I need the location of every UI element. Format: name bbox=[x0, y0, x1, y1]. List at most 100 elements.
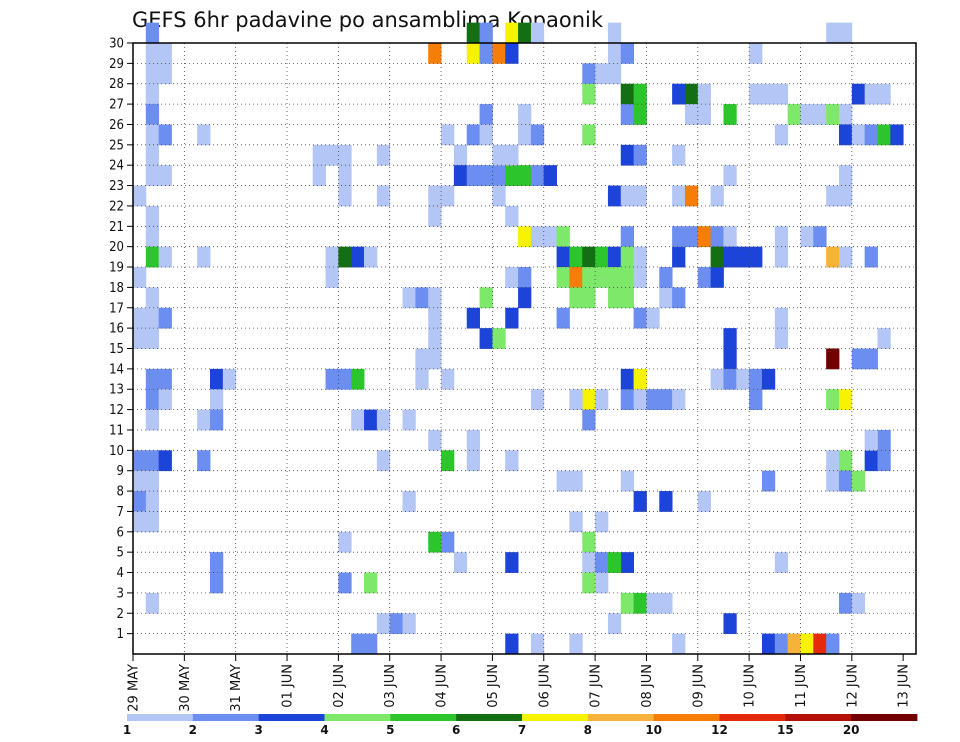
data-cell bbox=[697, 83, 712, 105]
data-cell bbox=[376, 450, 391, 472]
data-cell bbox=[864, 83, 878, 105]
data-cell bbox=[890, 124, 904, 146]
data-cell bbox=[210, 552, 224, 573]
data-cell bbox=[697, 226, 712, 248]
data-cell bbox=[518, 124, 532, 146]
data-cell bbox=[325, 246, 339, 268]
colorbar-segment bbox=[324, 714, 391, 721]
colorbar-tick-label: 20 bbox=[843, 723, 860, 737]
colorbar-segment bbox=[390, 714, 457, 721]
data-cell bbox=[402, 491, 416, 512]
data-cell bbox=[672, 226, 686, 248]
data-cell bbox=[672, 83, 686, 105]
data-cell bbox=[723, 226, 737, 248]
data-cell bbox=[607, 267, 622, 288]
data-cell bbox=[723, 613, 737, 635]
data-cell bbox=[158, 450, 172, 472]
data-cell bbox=[684, 83, 699, 105]
data-cell bbox=[672, 185, 686, 207]
data-cell bbox=[723, 246, 737, 268]
data-cell bbox=[133, 307, 147, 329]
data-cell bbox=[684, 226, 699, 248]
colorbar: 1 2 3 4 5 6 7 8 10 12 15 20 bbox=[123, 714, 918, 737]
y-tick-label: 26 bbox=[109, 118, 124, 133]
data-cell bbox=[364, 246, 378, 268]
data-cell bbox=[338, 165, 352, 186]
data-cell bbox=[864, 246, 878, 268]
data-cell bbox=[838, 246, 853, 268]
data-cell bbox=[158, 165, 172, 186]
data-cell bbox=[145, 511, 160, 533]
data-cell bbox=[338, 368, 352, 390]
data-cell bbox=[158, 368, 172, 390]
data-cell bbox=[851, 592, 866, 614]
data-cell bbox=[466, 43, 480, 64]
data-cell bbox=[582, 124, 596, 146]
data-cell bbox=[453, 144, 468, 166]
colorbar-tick-label: 3 bbox=[254, 723, 262, 737]
y-tick-label: 2 bbox=[117, 607, 124, 622]
data-cell bbox=[518, 226, 532, 248]
data-cell bbox=[607, 43, 622, 64]
data-cell bbox=[197, 450, 211, 472]
y-tick-label: 9 bbox=[117, 464, 124, 479]
data-cell bbox=[210, 368, 224, 390]
data-cell bbox=[697, 491, 712, 512]
x-tick-label: 31 MAY bbox=[229, 664, 244, 712]
data-cell bbox=[505, 552, 519, 573]
colorbar-tick-label: 1 bbox=[123, 723, 131, 737]
colorbar-segment bbox=[258, 714, 325, 721]
y-axis-ticks: 1234567891011121314151617181920212223242… bbox=[109, 37, 133, 642]
data-cell bbox=[774, 124, 789, 146]
data-cell bbox=[620, 287, 635, 309]
data-cell bbox=[325, 144, 339, 166]
data-cell bbox=[646, 389, 660, 410]
data-cell bbox=[774, 246, 789, 268]
x-tick-label: 13 JUN bbox=[897, 664, 912, 708]
data-cell bbox=[518, 287, 532, 309]
x-tick-label: 07 JUN bbox=[589, 664, 604, 708]
data-cell bbox=[851, 124, 866, 146]
data-cell bbox=[595, 63, 609, 85]
data-cell bbox=[749, 43, 763, 64]
data-cell bbox=[530, 165, 545, 186]
data-cell bbox=[774, 307, 789, 329]
data-cell bbox=[851, 470, 866, 492]
data-cell bbox=[145, 389, 160, 410]
data-cell bbox=[312, 165, 326, 186]
data-cell bbox=[338, 572, 352, 594]
data-cell bbox=[133, 511, 147, 533]
data-cell bbox=[402, 287, 416, 309]
data-cell bbox=[595, 511, 609, 533]
data-cell bbox=[530, 226, 545, 248]
data-cell bbox=[620, 226, 635, 248]
data-cell bbox=[620, 368, 635, 390]
data-cell bbox=[826, 22, 840, 44]
data-cell bbox=[556, 470, 570, 492]
data-cell bbox=[441, 531, 455, 553]
data-cell bbox=[607, 185, 622, 207]
data-cell bbox=[633, 267, 647, 288]
data-cell bbox=[761, 368, 776, 390]
data-cell bbox=[441, 368, 455, 390]
data-cell bbox=[197, 246, 211, 268]
x-tick-label: 09 JUN bbox=[691, 664, 706, 708]
data-cell bbox=[505, 43, 519, 64]
data-cell bbox=[697, 267, 712, 288]
data-cell bbox=[145, 104, 160, 125]
data-cell bbox=[620, 185, 635, 207]
data-cell bbox=[659, 389, 673, 410]
data-cell bbox=[479, 165, 493, 186]
data-cell bbox=[813, 633, 827, 655]
data-cell bbox=[659, 287, 673, 309]
data-cell bbox=[325, 368, 339, 390]
y-tick-label: 24 bbox=[109, 159, 124, 174]
data-cell bbox=[158, 43, 172, 64]
data-cell bbox=[838, 104, 853, 125]
data-cell bbox=[210, 409, 224, 431]
data-cell bbox=[633, 368, 647, 390]
data-cell bbox=[453, 552, 468, 573]
data-cell bbox=[466, 124, 480, 146]
y-tick-label: 18 bbox=[109, 281, 124, 296]
